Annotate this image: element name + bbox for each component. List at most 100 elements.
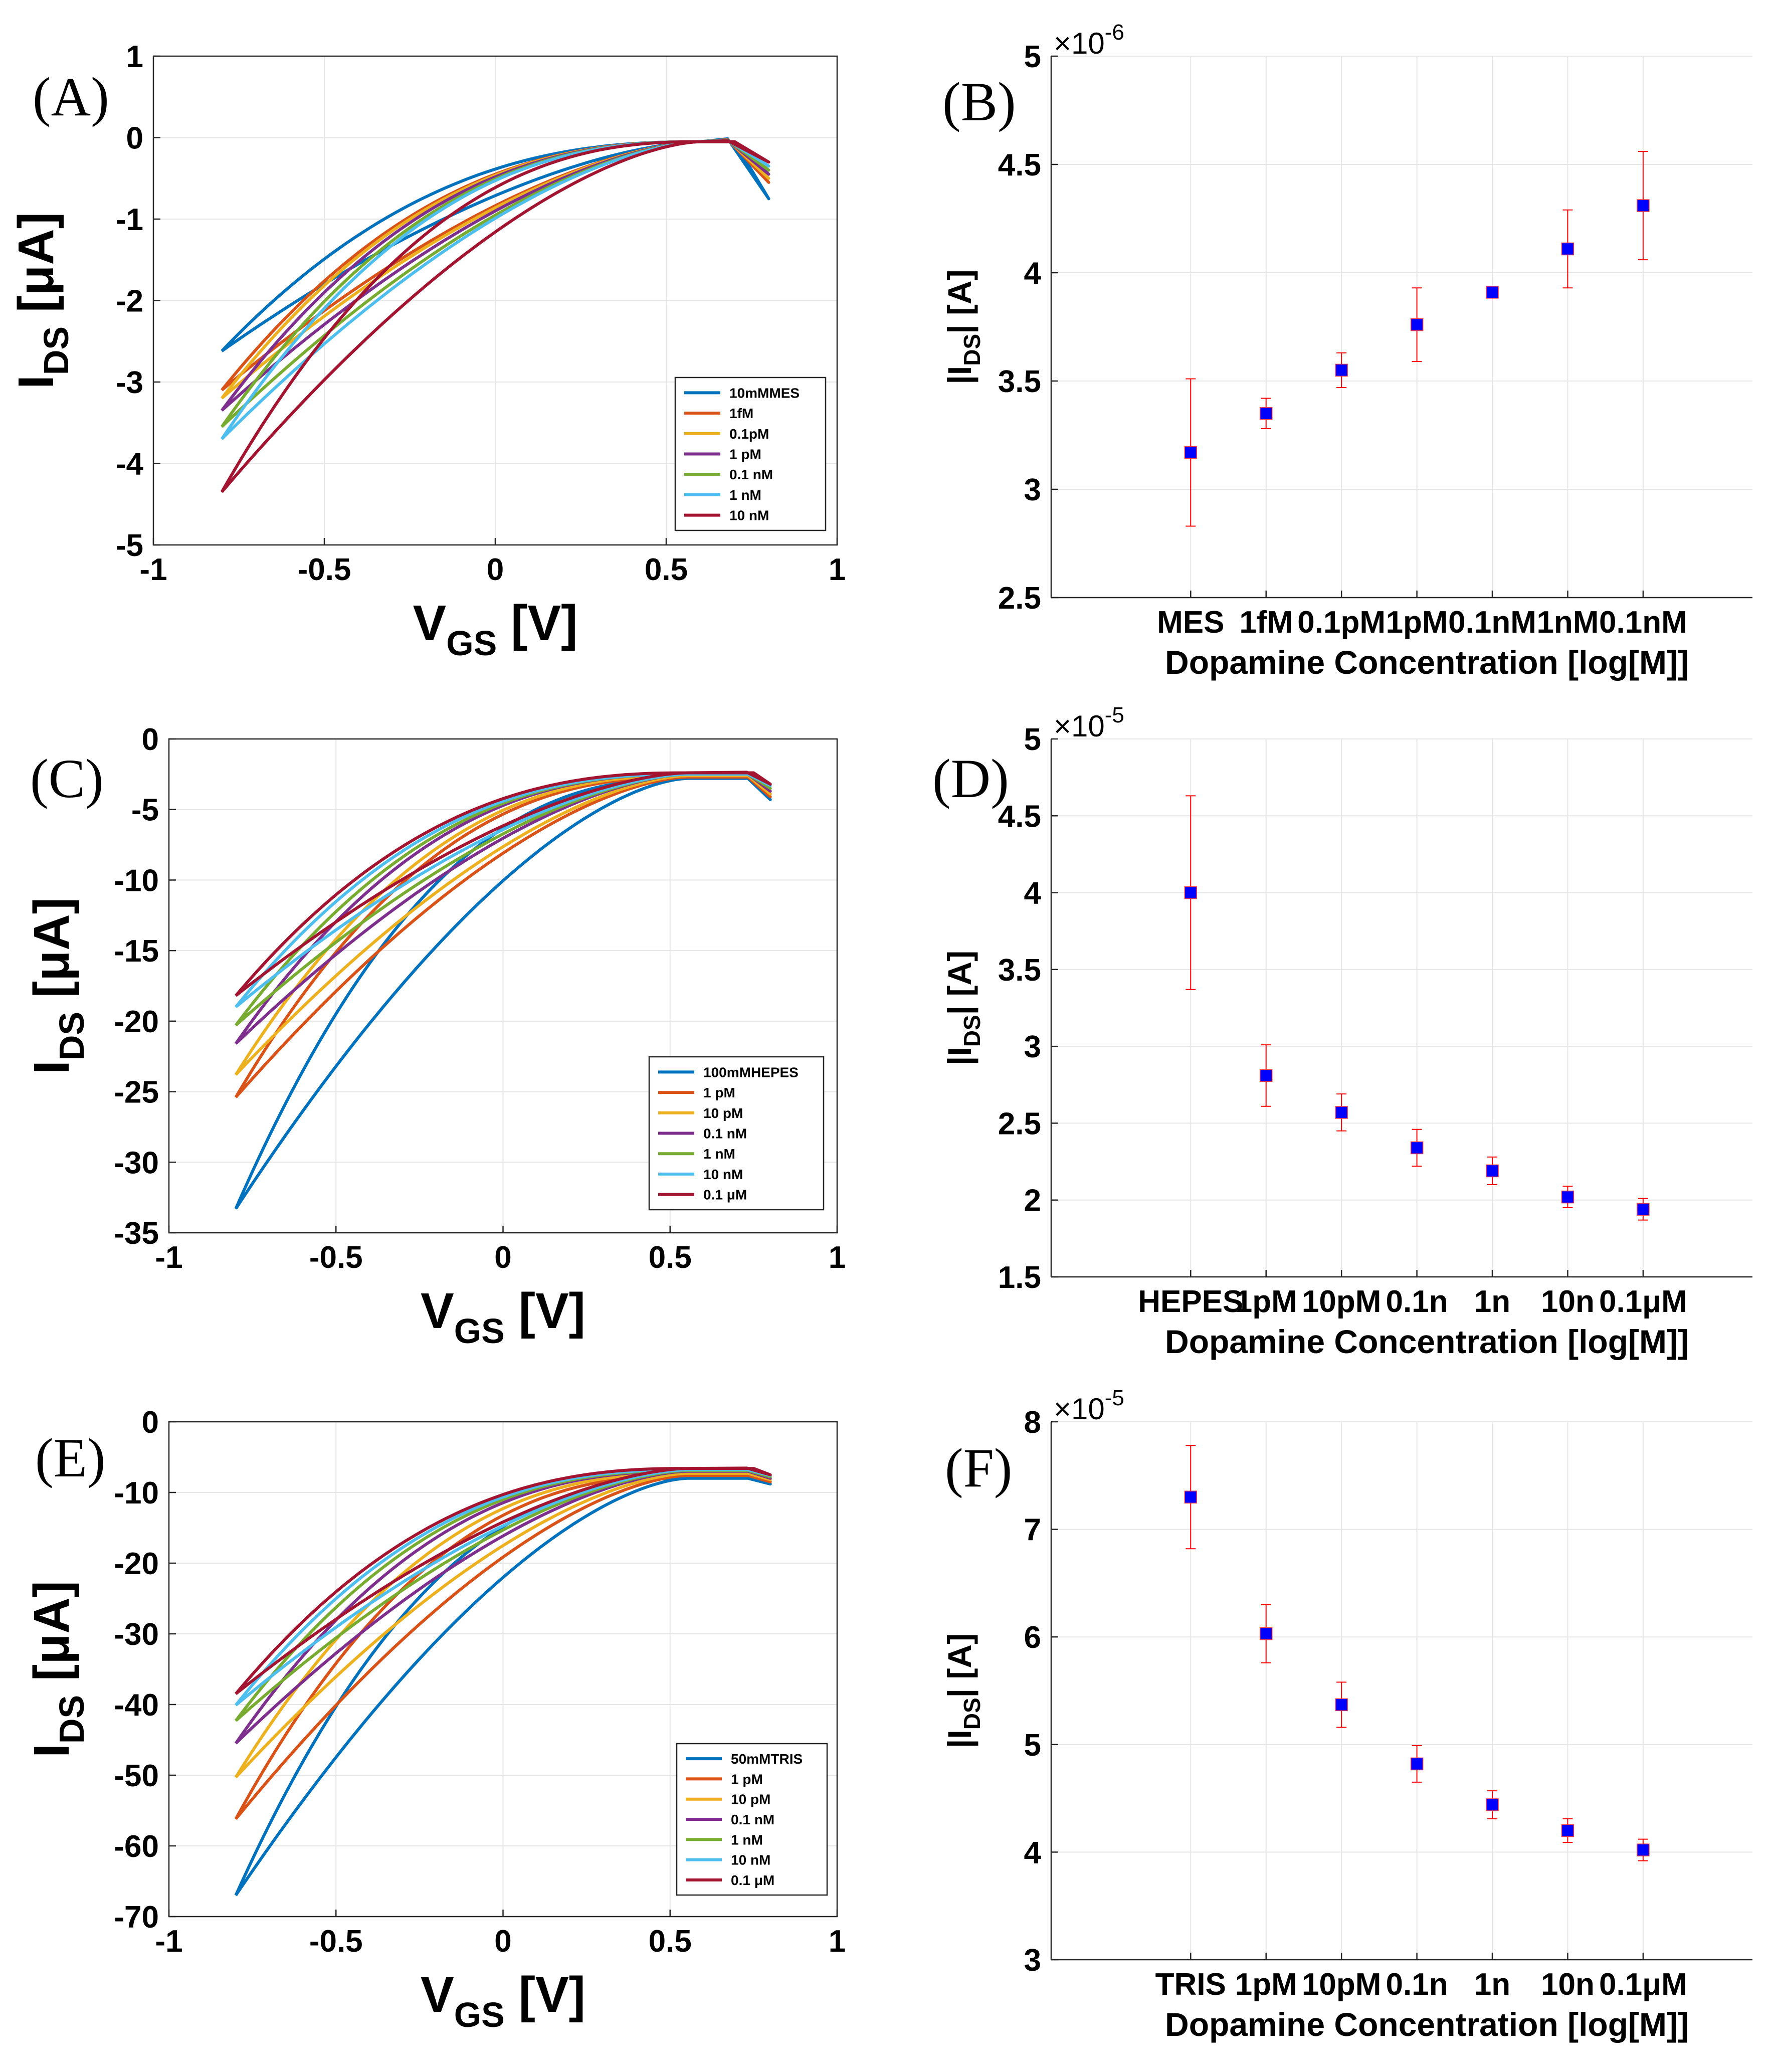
series-line-0 — [234, 1476, 772, 1897]
y-axis-label: IDS [μA] — [24, 1581, 91, 1758]
data-point — [1486, 286, 1499, 299]
y-axis-label: |IDS| [A] — [941, 269, 985, 384]
y-tick-label: 2.5 — [998, 1106, 1041, 1141]
panel-label: (D) — [932, 748, 1009, 809]
y-tick-label: -20 — [114, 1005, 159, 1039]
y-tick-label: -40 — [114, 1688, 159, 1723]
legend: 10mMMES 1fM 0.1pM 1 pM 0.1 nM 1 nM 10 nM — [674, 376, 827, 531]
data-point — [1637, 1843, 1650, 1856]
x-tick-label: 1pM — [1235, 1284, 1297, 1319]
x-tick-label: 0.5 — [649, 1240, 692, 1275]
x-tick-label: -1 — [139, 552, 167, 587]
y-tick-label: 3.5 — [998, 364, 1041, 399]
series-line-3 — [234, 772, 772, 1045]
y-tick-label: 3 — [1024, 1030, 1041, 1064]
y-multiplier: ×10-5 — [1054, 703, 1124, 743]
legend-label: 10 nM — [731, 1852, 770, 1868]
y-tick-label: -5 — [116, 528, 143, 563]
x-axis-label: VGS [V] — [413, 595, 578, 663]
legend-label: 0.1 μM — [731, 1872, 774, 1888]
x-axis-label-unit: [V] — [505, 1967, 585, 2023]
x-axis-label-sub: GS — [454, 1995, 505, 2034]
series-line-1 — [234, 1473, 772, 1820]
panel-e: -1 -0.5 0 0.5 1 0 -10 -20 -30 -40 -50 -60 -70 VGS [V]… — [24, 1405, 846, 2034]
x-tick-label: 0 — [487, 552, 504, 587]
data-point — [1259, 1627, 1273, 1640]
x-tick-label: 1n — [1474, 1284, 1510, 1319]
y-tick-label: -2 — [116, 284, 143, 319]
y-multiplier-exp: -6 — [1105, 20, 1124, 45]
legend-label: 0.1 nM — [731, 1812, 774, 1827]
data-point — [1184, 1490, 1198, 1503]
y-tick-label: -70 — [114, 1900, 159, 1935]
legend-label: 10 nM — [703, 1167, 743, 1182]
y-axis-label-sub: DS — [959, 334, 985, 366]
data-point — [1335, 363, 1348, 377]
y-tick-label: -50 — [114, 1759, 159, 1793]
x-tick-label: 10pM — [1302, 1967, 1381, 2002]
y-tick-label: 0 — [126, 121, 143, 156]
y-tick-label: 4.5 — [998, 148, 1041, 182]
y-tick-label: 4 — [1024, 1835, 1042, 1870]
y-tick-label: 4.5 — [998, 799, 1041, 834]
legend-label: 1 nM — [731, 1832, 763, 1847]
x-tick-label: -0.5 — [309, 1924, 363, 1959]
panel-label: (F) — [945, 1437, 1012, 1498]
y-axis-label-unit: [μA] — [8, 212, 64, 326]
panel-label: (B) — [942, 71, 1016, 132]
x-tick-label: 1 — [829, 552, 846, 587]
series-line-0 — [234, 776, 772, 1210]
y-tick-label: 8 — [1024, 1405, 1041, 1440]
y-tick-label: -10 — [114, 863, 159, 898]
y-tick-label: 3.5 — [998, 953, 1041, 988]
data-point — [1486, 1164, 1499, 1178]
x-axis-label: VGS [V] — [421, 1967, 585, 2034]
y-tick-label: 1 — [126, 40, 143, 74]
y-tick-label: 4 — [1024, 256, 1042, 291]
x-tick-label: 1nM — [1536, 605, 1599, 640]
y-axis-label-main: I — [8, 375, 64, 389]
x-tick-label: 0.1nM — [1599, 605, 1687, 640]
x-tick-label: 1pM — [1386, 605, 1448, 640]
y-axis-label-pre: |I — [941, 366, 979, 385]
legend: 100mMHEPES 1 pM 10 pM 0.1 nM 1 nM 10 nM 0.1 μM — [648, 1056, 825, 1211]
y-multiplier-exp: -5 — [1105, 703, 1124, 727]
legend-label: 100mMHEPES — [703, 1064, 799, 1080]
y-tick-label: -20 — [114, 1547, 159, 1581]
y-tick-label: 0 — [142, 722, 159, 757]
legend-label: 1 pM — [703, 1085, 735, 1100]
legend-label: 10 pM — [703, 1105, 743, 1121]
series-line-6 — [235, 771, 772, 997]
x-tick-label: 0.1μM — [1599, 1967, 1687, 2002]
y-tick-label: 2 — [1024, 1184, 1041, 1218]
panel-label: (C) — [30, 748, 104, 809]
data-point — [1335, 1698, 1348, 1712]
data-point — [1561, 242, 1574, 256]
legend-label: 1 pM — [729, 447, 761, 462]
y-axis-label-unit: [μA] — [24, 897, 80, 1012]
data-point — [1335, 1106, 1348, 1119]
y-tick-label: -15 — [114, 934, 159, 969]
legend-label: 10 pM — [731, 1792, 770, 1807]
data-point — [1259, 407, 1273, 420]
y-tick-label: 1.5 — [998, 1260, 1041, 1295]
y-axis-label-unit: [μA] — [24, 1581, 80, 1695]
x-axis-label: Dopamine Concentration [log[M]] — [1165, 1323, 1689, 1360]
series-line-3 — [220, 138, 770, 412]
y-tick-label: -1 — [116, 203, 143, 237]
x-axis-label: Dopamine Concentration [log[M]] — [1165, 644, 1689, 681]
y-axis-label-post: | [A] — [941, 951, 979, 1015]
y-multiplier-base: ×10 — [1054, 709, 1105, 743]
y-tick-label: 0 — [142, 1405, 159, 1440]
y-tick-label: 5 — [1024, 1728, 1041, 1763]
series-line-5 — [220, 139, 770, 440]
panel-label: (A) — [33, 66, 109, 127]
x-tick-label: -1 — [155, 1240, 182, 1275]
x-tick-label: 0 — [494, 1924, 511, 1959]
legend-label: 0.1 nM — [703, 1126, 747, 1142]
y-axis-label-sub: DS — [959, 1015, 985, 1047]
data-point — [1184, 886, 1198, 899]
data-point — [1184, 446, 1198, 459]
data-point — [1259, 1069, 1273, 1082]
